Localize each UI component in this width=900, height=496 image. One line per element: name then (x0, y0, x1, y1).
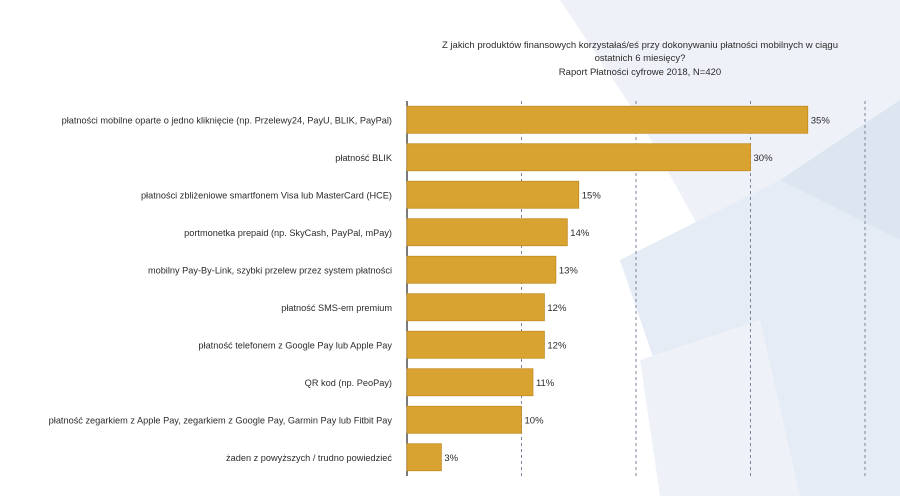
bar (406, 405, 522, 434)
category-label: mobilny Pay-By-Link, szybki przelew prze… (148, 265, 392, 275)
chart-subtitle: Raport Płatności cyfrowe 2018, N=420 (558, 67, 722, 78)
data-label: 15% (582, 190, 602, 201)
category-label: płatność zegarkiem z Apple Pay, zegarkie… (49, 415, 393, 425)
category-label: płatności mobilne oparte o jedno kliknię… (62, 115, 392, 125)
bar (406, 218, 568, 247)
category-label: portmonetka prepaid (np. SkyCash, PayPal… (184, 228, 392, 238)
data-label: 10% (525, 415, 545, 426)
data-label: 14% (570, 228, 590, 239)
data-label: 13% (559, 265, 579, 276)
category-label: płatność SMS-em premium (281, 303, 392, 313)
data-label: 11% (536, 378, 555, 389)
data-label: 12% (547, 303, 567, 314)
bar (406, 368, 534, 397)
category-label: QR kod (np. PeoPay) (305, 378, 392, 388)
bg-shape (780, 100, 900, 240)
bar (406, 143, 751, 172)
data-label: 3% (444, 453, 458, 464)
category-label: żaden z powyższych / trudno powiedzieć (226, 453, 392, 463)
bar (406, 255, 557, 284)
data-label: 12% (547, 340, 567, 351)
chart-title-line-2: ostatnich 6 miesięcy? (594, 53, 686, 64)
category-label: płatność telefonem z Google Pay lub Appl… (198, 340, 392, 350)
data-label: 30% (754, 153, 774, 164)
bar (406, 293, 545, 322)
data-label: 35% (811, 115, 831, 126)
bar (406, 180, 580, 209)
bar (406, 330, 545, 359)
category-label: płatności zbliżeniowe smartfonem Visa lu… (141, 190, 392, 200)
bar (406, 443, 442, 472)
bg-shape (640, 320, 800, 496)
category-label: płatność BLIK (335, 153, 393, 163)
chart-title-line-1: Z jakich produktów finansowych korzystał… (441, 40, 839, 51)
bar (406, 105, 809, 134)
